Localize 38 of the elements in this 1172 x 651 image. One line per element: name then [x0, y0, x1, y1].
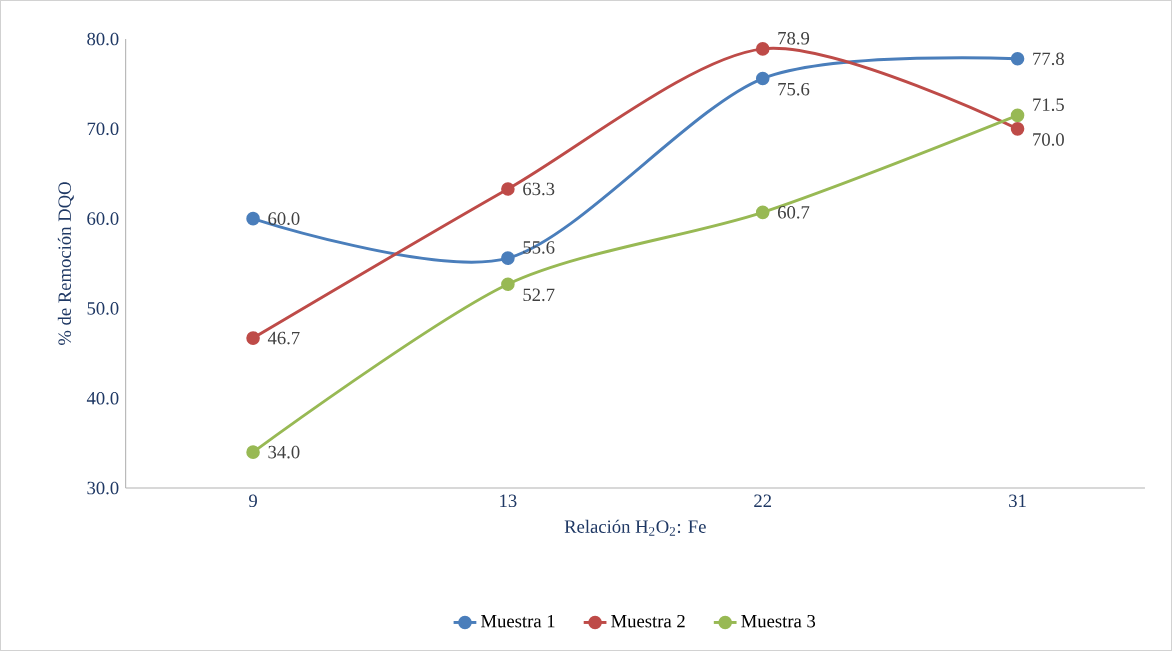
- legend-label: Muestra 2: [611, 614, 685, 628]
- point: [1010, 108, 1025, 123]
- point: [501, 182, 515, 196]
- x-tick-label: 22: [754, 494, 772, 507]
- data-label: 75.6: [778, 82, 810, 96]
- data-label: 78.9: [778, 31, 810, 45]
- point: [755, 42, 770, 56]
- point: [1010, 122, 1025, 136]
- x-axis-title: Relación H$_{2}$O$_{2}$: Fe: [564, 519, 706, 536]
- legend-label: Muestra 3: [741, 614, 816, 628]
- x-tick-label: 9: [249, 494, 257, 508]
- data-label: 77.8: [1033, 52, 1064, 66]
- data-label: 52.7: [523, 288, 555, 302]
- y-tick-label: 40.0: [86, 391, 119, 405]
- point: [246, 331, 260, 345]
- y-tick-label: 70.0: [87, 122, 119, 136]
- data-label: 71.5: [1033, 98, 1064, 111]
- x-tick-label: 13: [500, 494, 517, 508]
- y-tick-label: 60.0: [87, 212, 119, 225]
- data-label: 60.0: [268, 212, 300, 225]
- y-axis-title: % de Remoción DQO: [57, 182, 74, 346]
- y-tick-label: 50.0: [87, 302, 119, 315]
- point: [501, 277, 515, 291]
- data-label: 60.7: [777, 206, 810, 219]
- data-label: 63.3: [523, 182, 555, 196]
- point: [755, 71, 770, 86]
- data-label: 70.0: [1033, 133, 1064, 146]
- x-tick-label: 31: [1009, 494, 1026, 508]
- point: [1010, 51, 1025, 66]
- data-label: 34.0: [268, 445, 300, 459]
- y-tick-label: 30.0: [87, 481, 119, 495]
- legend-label: Muestra 1: [481, 614, 555, 628]
- point: [501, 251, 515, 265]
- point: [246, 445, 260, 459]
- y-tick-label: 80.0: [87, 32, 119, 46]
- data-label: 46.7: [267, 331, 300, 345]
- point: [755, 205, 770, 220]
- point: [246, 211, 260, 226]
